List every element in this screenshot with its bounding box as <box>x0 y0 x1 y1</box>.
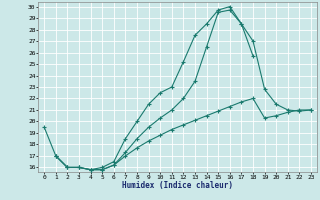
X-axis label: Humidex (Indice chaleur): Humidex (Indice chaleur) <box>122 181 233 190</box>
